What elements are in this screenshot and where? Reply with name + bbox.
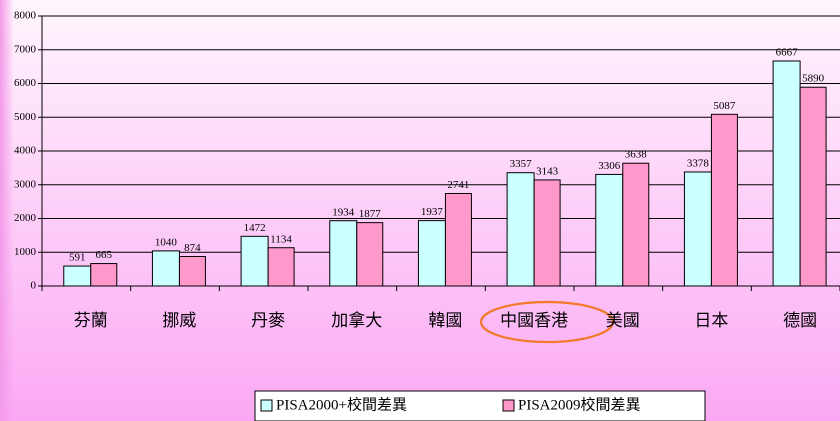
x-tick-label: 丹麥 xyxy=(251,311,285,330)
bar xyxy=(240,235,269,287)
data-label: 591 xyxy=(69,252,86,264)
bar xyxy=(710,113,738,287)
y-tick-label: 5000 xyxy=(14,111,37,123)
data-label: 874 xyxy=(184,242,201,254)
bar xyxy=(417,220,446,287)
x-tick-label: 日本 xyxy=(694,311,728,330)
x-tick-label: 挪威 xyxy=(162,311,196,330)
data-label: 3357 xyxy=(510,158,533,170)
bar xyxy=(506,172,535,287)
data-label: 6667 xyxy=(776,47,799,59)
legend-label: PISA2000+校間差異 xyxy=(276,396,407,413)
background-edge xyxy=(0,0,14,421)
data-label: 3378 xyxy=(687,158,710,170)
legend-box xyxy=(254,390,706,421)
bar xyxy=(622,162,650,287)
y-tick-label: 6000 xyxy=(14,77,37,89)
bar xyxy=(444,192,472,287)
y-tick-label: 7000 xyxy=(14,43,37,55)
bar xyxy=(90,263,118,287)
y-tick-label: 1000 xyxy=(14,246,37,258)
bar xyxy=(799,86,827,287)
data-label: 1934 xyxy=(332,206,355,218)
bar xyxy=(267,247,295,287)
data-label: 5890 xyxy=(802,73,825,85)
bar xyxy=(595,173,624,287)
bar xyxy=(683,171,712,287)
y-tick-label: 2000 xyxy=(14,212,37,224)
data-label: 1134 xyxy=(270,233,292,245)
legend-swatch xyxy=(260,399,273,412)
data-label: 1937 xyxy=(421,206,444,218)
data-label: 3143 xyxy=(536,165,559,177)
legend-swatch xyxy=(502,399,515,412)
data-label: 5087 xyxy=(713,100,736,112)
y-tick-label: 4000 xyxy=(14,145,37,157)
bar xyxy=(356,222,384,287)
data-label: 1472 xyxy=(244,222,266,234)
data-label: 1877 xyxy=(359,208,382,220)
x-tick-label: 中國香港 xyxy=(500,311,568,330)
y-tick-label: 0 xyxy=(31,280,37,292)
highlight-ellipse xyxy=(479,300,615,344)
x-tick-label: 韓國 xyxy=(428,311,462,330)
legend-label: PISA2009校間差異 xyxy=(518,396,641,413)
x-tick-label: 德國 xyxy=(783,311,817,330)
data-label: 3638 xyxy=(625,149,648,161)
bar xyxy=(178,256,206,287)
y-tick-label: 3000 xyxy=(14,178,37,190)
bar xyxy=(772,60,801,287)
bar xyxy=(329,220,358,287)
x-tick-label: 芬蘭 xyxy=(74,311,108,330)
data-label: 3306 xyxy=(598,160,621,172)
x-tick-label: 美國 xyxy=(606,311,640,330)
bar xyxy=(533,179,561,287)
data-label: 665 xyxy=(96,249,113,261)
x-tick-label: 加拿大 xyxy=(331,310,382,330)
y-tick-label: 8000 xyxy=(14,10,37,22)
bar xyxy=(151,250,180,287)
data-label: 1040 xyxy=(155,236,178,248)
data-label: 2741 xyxy=(447,179,469,191)
bar xyxy=(63,265,92,287)
